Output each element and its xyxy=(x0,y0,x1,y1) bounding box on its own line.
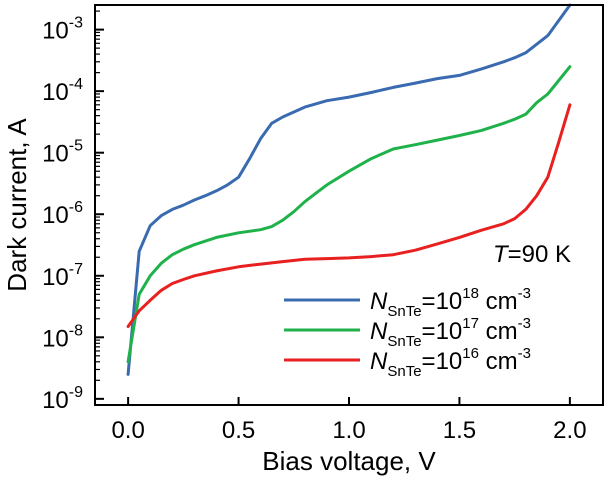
legend-eq: =10 xyxy=(422,348,463,375)
temperature-annotation: T=90 K xyxy=(493,241,571,268)
legend-var: N xyxy=(370,348,388,375)
y-tick-exponent: -3 xyxy=(69,15,83,32)
series-line-18 xyxy=(126,3,572,376)
y-tick-exponent: -4 xyxy=(69,76,83,93)
x-tick-label: 2.0 xyxy=(553,417,586,444)
legend-unit-exp: -3 xyxy=(518,345,531,362)
y-tick-base: 10 xyxy=(42,141,69,168)
legend-label: NSnTe=1016 cm-3 xyxy=(370,345,531,380)
y-tick-label: 10-8 xyxy=(42,322,83,352)
legend-unit: cm xyxy=(479,348,518,375)
x-axis-title: Bias voltage, V xyxy=(262,446,436,476)
legend-unit-exp: -3 xyxy=(518,315,531,332)
temperature-value: =90 K xyxy=(508,241,571,268)
y-tick-exponent: -5 xyxy=(69,138,83,155)
y-tick-label: 10-5 xyxy=(42,138,83,168)
series-line-17 xyxy=(126,65,572,364)
y-tick-label: 10-4 xyxy=(42,76,83,106)
y-tick-base: 10 xyxy=(42,202,69,229)
label-layer: 0.0 0.5 1.0 1.5 2.010-910-810-710-610-510-41… xyxy=(42,15,586,444)
temperature-var: T xyxy=(493,241,510,268)
y-tick-base: 10 xyxy=(42,264,69,291)
legend-sub: SnTe xyxy=(387,303,421,320)
legend-eq: =10 xyxy=(422,288,463,315)
legend-exp: 18 xyxy=(462,285,479,302)
legend-var: N xyxy=(370,288,388,315)
y-tick-base: 10 xyxy=(42,79,69,106)
legend-sub: SnTe xyxy=(387,363,421,380)
x-tick-label: 0.0 xyxy=(111,417,144,444)
y-tick-label: 10-9 xyxy=(42,384,83,414)
y-tick-base: 10 xyxy=(42,18,69,45)
legend-label: NSnTe=1018 cm-3 xyxy=(370,285,531,320)
legend-unit-exp: -3 xyxy=(518,285,531,302)
y-tick-label: 10-6 xyxy=(42,199,83,229)
legend-exp: 17 xyxy=(462,315,479,332)
y-tick-label: 10-7 xyxy=(42,261,83,291)
legend-label: NSnTe=1017 cm-3 xyxy=(370,315,531,350)
legend-var: N xyxy=(370,318,388,345)
legend-unit: cm xyxy=(479,288,518,315)
y-tick-label: 10-3 xyxy=(42,15,83,45)
x-tick-label: 1.5 xyxy=(443,417,476,444)
y-tick-base: 10 xyxy=(42,325,69,352)
tick-layer xyxy=(95,10,571,405)
legend-exp: 16 xyxy=(462,345,479,362)
y-tick-exponent: -6 xyxy=(69,199,83,216)
y-tick-base: 10 xyxy=(42,387,69,414)
series-layer xyxy=(126,3,572,376)
y-tick-exponent: -9 xyxy=(69,384,83,401)
x-tick-label: 1.0 xyxy=(332,417,365,444)
x-tick-label: 0.5 xyxy=(222,417,255,444)
y-axis-title: Dark current, A xyxy=(2,118,32,292)
legend-unit: cm xyxy=(479,318,518,345)
legend-eq: =10 xyxy=(422,318,463,345)
legend-sub: SnTe xyxy=(387,333,421,350)
y-tick-exponent: -8 xyxy=(69,322,83,339)
series-line-16 xyxy=(126,103,572,328)
y-tick-exponent: -7 xyxy=(69,261,83,278)
